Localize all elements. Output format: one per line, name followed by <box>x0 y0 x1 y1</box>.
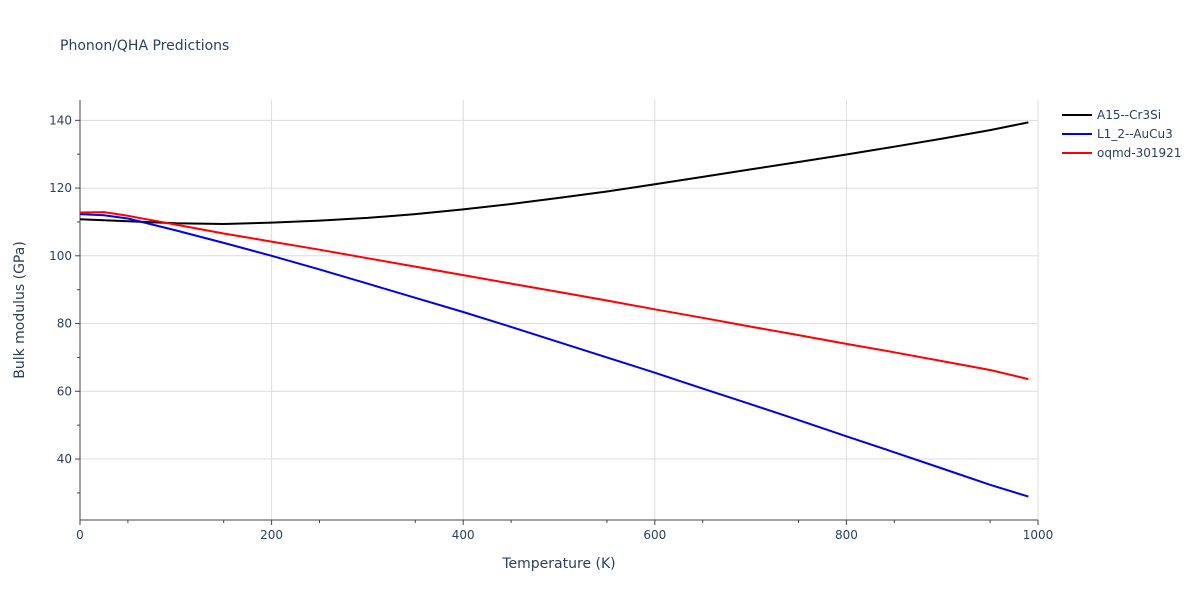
x-tick-label: 800 <box>835 528 858 542</box>
legend[interactable]: A15--Cr3Si L1_2--AuCu3 oqmd-301921 <box>1062 108 1181 160</box>
y-tick-label: 100 <box>49 249 72 263</box>
y-tick-label: 80 <box>57 317 72 331</box>
axes <box>75 100 1039 525</box>
y-tick-label: 120 <box>49 181 72 195</box>
series-line-oqmd-301921[interactable] <box>79 211 1029 381</box>
grid-lines <box>80 100 1039 520</box>
legend-item[interactable]: oqmd-301921 <box>1062 146 1181 160</box>
legend-item[interactable]: A15--Cr3Si <box>1062 108 1161 122</box>
x-tick-label: 200 <box>260 528 283 542</box>
x-tick-label: 1000 <box>1023 528 1054 542</box>
y-tick-label: 40 <box>57 452 72 466</box>
legend-label: A15--Cr3Si <box>1097 108 1161 122</box>
x-axis-title: Temperature (K) <box>501 556 615 572</box>
legend-item[interactable]: L1_2--AuCu3 <box>1062 127 1173 141</box>
y-tick-label: 140 <box>49 113 72 127</box>
x-tick-label: 600 <box>643 528 666 542</box>
tick-labels: 0 200 400 600 800 1000 40 60 80 100 120 140 <box>49 113 1053 542</box>
y-tick-label: 60 <box>57 384 72 398</box>
series-lines <box>79 121 1029 498</box>
legend-label: L1_2--AuCu3 <box>1097 127 1173 141</box>
x-tick-label: 0 <box>76 528 84 542</box>
series-line-l1-2-aucu3[interactable] <box>79 213 1029 498</box>
series-line-a15-cr3si[interactable] <box>79 121 1029 225</box>
y-axis-title: Bulk modulus (GPa) <box>12 241 28 379</box>
chart-title: Phonon/QHA Predictions <box>60 38 229 54</box>
x-tick-label: 400 <box>452 528 475 542</box>
legend-label: oqmd-301921 <box>1097 146 1181 160</box>
